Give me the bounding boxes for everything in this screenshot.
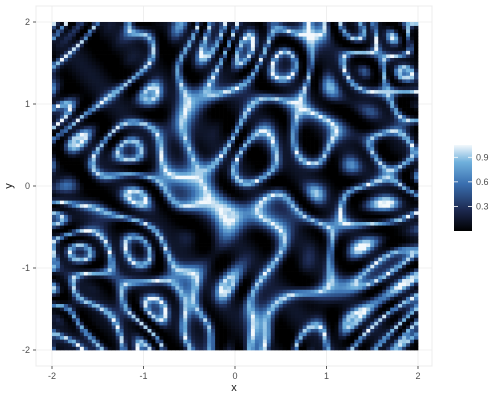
heat-tiles	[52, 22, 419, 351]
y-tick-label: -1	[22, 263, 30, 273]
x-tick-label: -1	[139, 371, 147, 381]
x-tick-label: 1	[324, 371, 329, 381]
y-tick-label: 0	[25, 181, 30, 191]
legend-label: 0.6	[476, 177, 489, 187]
legend-label: 0.3	[476, 201, 489, 211]
x-tick-label: 2	[415, 371, 420, 381]
y-tick-label: -2	[22, 345, 30, 355]
y-tick-label: 2	[25, 17, 30, 27]
legend-label: 0.9	[476, 152, 489, 162]
x-axis-title: x	[231, 382, 237, 394]
y-tick-label: 1	[25, 99, 30, 109]
legend-colorbar	[454, 145, 472, 231]
x-tick-label: 0	[232, 371, 237, 381]
x-tick-label: -2	[48, 371, 56, 381]
y-axis-title: y	[3, 183, 15, 189]
